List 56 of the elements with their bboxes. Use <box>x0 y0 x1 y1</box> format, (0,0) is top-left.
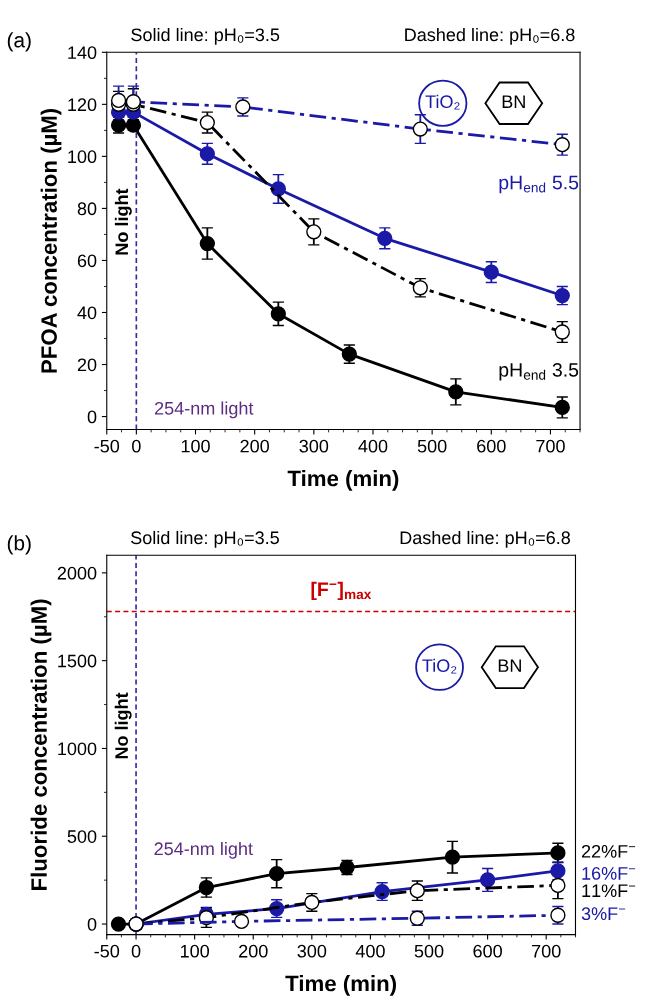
x-tick-label: 100 <box>180 944 210 958</box>
annotation: No light <box>114 188 132 255</box>
x-tick-label: 500 <box>417 439 447 453</box>
annotation: 254-nm light <box>154 841 253 859</box>
x-tick-label: 500 <box>414 944 444 958</box>
annotation: No light <box>114 692 132 759</box>
text: 16%F$^{−}$ <box>582 867 636 880</box>
y-tick-label: 80 <box>77 202 97 216</box>
annotation: TiO₂ <box>422 658 457 674</box>
annotation: TiO₂ <box>425 94 460 110</box>
annotation: 254-nm light <box>155 401 254 419</box>
y-axis-title: Fluoride concentration (µM) <box>30 599 52 890</box>
chart-title: (b) <box>7 535 31 555</box>
x-tick-label: 0 <box>131 944 141 958</box>
x-tick-label: 400 <box>355 944 385 958</box>
x-tick-label: -50 <box>94 439 120 453</box>
text: Solid line: pH₀=3.5 <box>131 530 279 548</box>
y-axis-title: PFOA concentration (µM) <box>40 108 62 373</box>
x-tick-label: 0 <box>132 439 141 453</box>
text: Solid line: pH₀=3.5 <box>131 27 280 45</box>
y-tick-label: 140 <box>68 46 97 60</box>
y-tick-label: 500 <box>67 830 97 843</box>
y-tick-label: 40 <box>77 306 97 320</box>
text: Dashed line: pH₀=6.8 <box>405 27 575 45</box>
annotation: BN <box>502 95 525 108</box>
annotation: pH$_{end}$ 3.5 <box>499 362 579 381</box>
x-tick-label: 400 <box>358 439 388 453</box>
x-tick-label: 700 <box>532 944 561 958</box>
y-tick-label: 1500 <box>58 654 97 668</box>
x-tick-label: -50 <box>94 944 120 958</box>
y-tick-label: 0 <box>87 917 97 931</box>
text: 11%F$^{−}$ <box>582 884 636 898</box>
text: 22%F$^{−}$ <box>581 844 636 858</box>
x-tick-label: 200 <box>239 944 268 958</box>
x-axis-title: Time (min) <box>285 975 396 996</box>
ref-line-label: [F$^{−}$]$_{max}$ <box>311 581 372 600</box>
x-tick-label: 300 <box>297 944 327 958</box>
y-tick-label: 100 <box>68 150 97 164</box>
y-tick-label: 20 <box>77 358 97 372</box>
x-tick-label: 700 <box>536 439 565 453</box>
x-tick-label: 200 <box>240 439 270 453</box>
x-axis-title: Time (min) <box>287 470 399 491</box>
x-tick-label: 600 <box>477 439 506 453</box>
y-tick-label: 2000 <box>57 566 97 580</box>
chart-title: (a) <box>7 32 31 52</box>
annotation: pH$_{end}$ 5.5 <box>499 175 579 194</box>
x-tick-label: 600 <box>473 944 502 958</box>
text: Dashed line: pH₀=6.8 <box>400 530 571 548</box>
annotation: BN <box>498 659 521 672</box>
text: 3%F$^{−}$ <box>581 907 626 921</box>
x-tick-label: 100 <box>181 439 210 453</box>
y-tick-label: 120 <box>68 98 97 112</box>
y-tick-label: 1000 <box>58 742 97 756</box>
y-tick-label: 0 <box>87 410 97 424</box>
y-tick-label: 60 <box>77 254 97 268</box>
x-tick-label: 300 <box>299 439 329 453</box>
